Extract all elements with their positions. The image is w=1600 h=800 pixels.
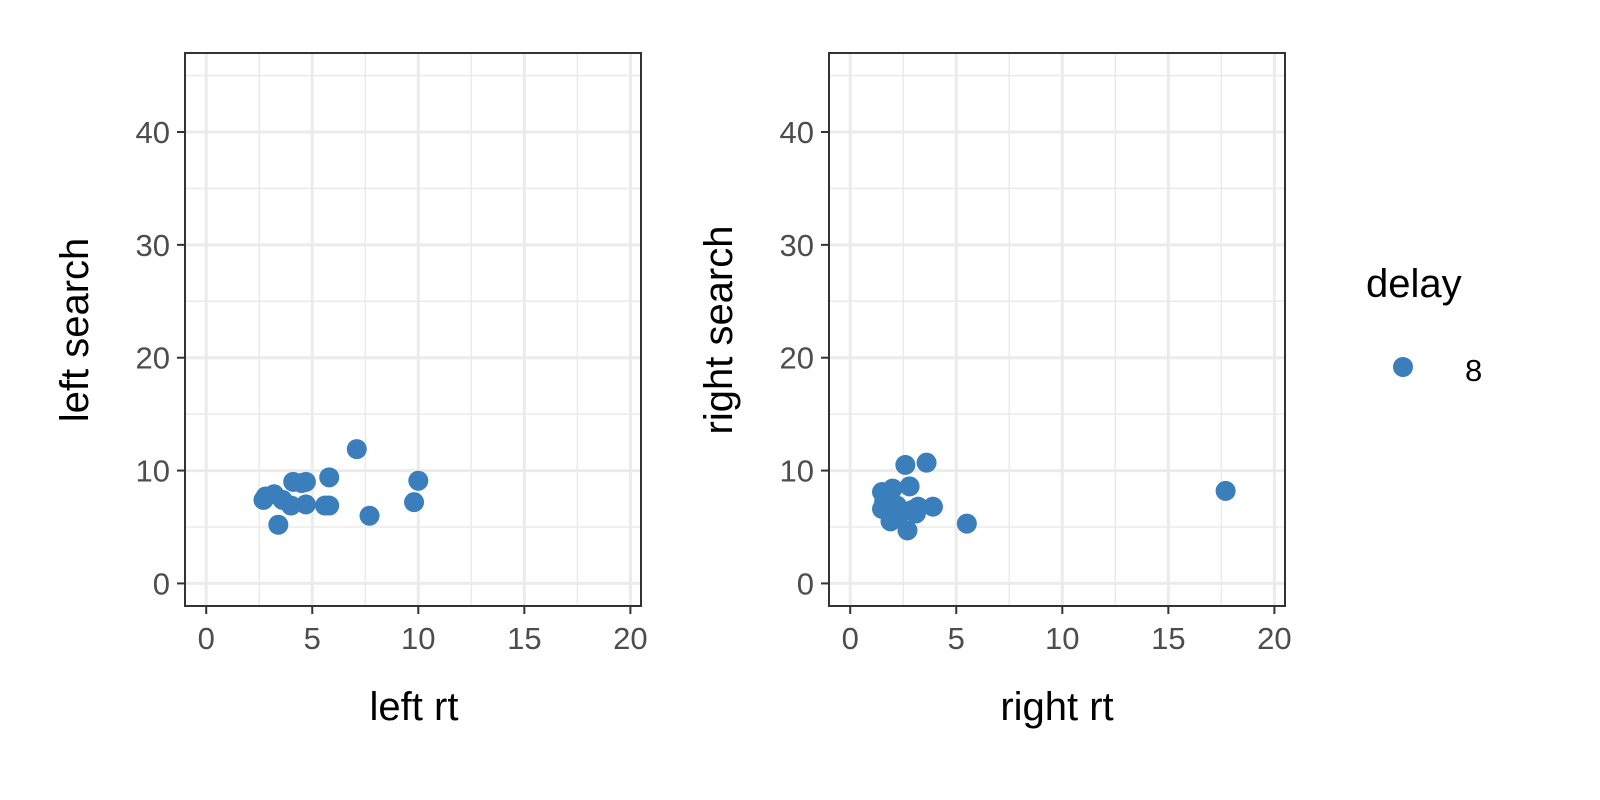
data-point [1215,480,1236,501]
x-axis-title-right: right rt [1000,685,1113,729]
x-tick-label: 5 [304,621,321,656]
legend-title: delay [1366,262,1462,306]
data-point [268,514,289,535]
data-point [895,454,916,475]
data-point [408,470,429,491]
panel-border [184,52,642,607]
y-tick-label: 0 [797,566,814,601]
data-point [359,505,380,526]
data-point [922,496,943,517]
x-tick-label: 0 [842,621,859,656]
legend-label: 8 [1465,353,1482,388]
data-point [956,513,977,534]
data-point [882,478,903,499]
y-tick-label: 0 [153,566,170,601]
y-tick-label: 30 [136,228,170,263]
panel-right: 0 5 10 15 20 0 10 20 30 40 [780,52,1292,656]
x-tick-label: 5 [948,621,965,656]
data-point [295,494,316,515]
data-point [319,467,340,488]
legend-key-point [1393,357,1413,377]
x-tick-label: 15 [1151,621,1185,656]
data-point [899,476,920,497]
y-tick-label: 40 [780,115,814,150]
x-tick-label: 10 [401,621,435,656]
data-point [404,492,425,513]
data-point [916,452,937,473]
panel-border [828,52,1286,607]
data-point [319,495,340,516]
x-tick-label: 10 [1045,621,1079,656]
data-point [346,439,367,460]
data-point [281,495,302,516]
y-tick-label: 20 [780,341,814,376]
y-tick-label: 10 [136,454,170,489]
y-tick-label: 20 [136,341,170,376]
x-tick-label: 20 [1257,621,1291,656]
x-tick-label: 20 [613,621,647,656]
data-point [295,471,316,492]
x-axis-title-left: left rt [370,685,459,729]
y-tick-label: 40 [136,115,170,150]
data-point [905,503,926,524]
y-axis-title-left: left search [53,238,97,423]
data-point [897,520,918,541]
y-tick-label: 30 [780,228,814,263]
x-tick-label: 0 [198,621,215,656]
legend: delay 8 [1366,262,1482,388]
y-tick-label: 10 [780,454,814,489]
panel-left: 0 5 10 15 20 0 10 20 30 40 [136,52,648,656]
x-tick-label: 15 [507,621,541,656]
y-axis-title-right: right search [697,226,741,435]
